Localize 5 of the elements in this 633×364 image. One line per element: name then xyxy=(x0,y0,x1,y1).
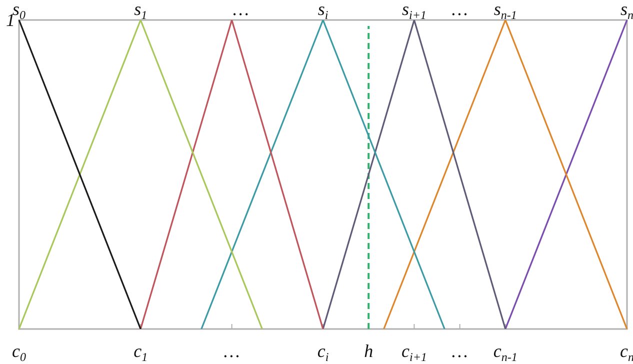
x-tick-label: h xyxy=(364,341,374,361)
x-tick-label: … xyxy=(452,341,468,361)
x-tick-label: … xyxy=(224,341,240,361)
text: … xyxy=(452,0,468,19)
text: … xyxy=(232,0,249,19)
